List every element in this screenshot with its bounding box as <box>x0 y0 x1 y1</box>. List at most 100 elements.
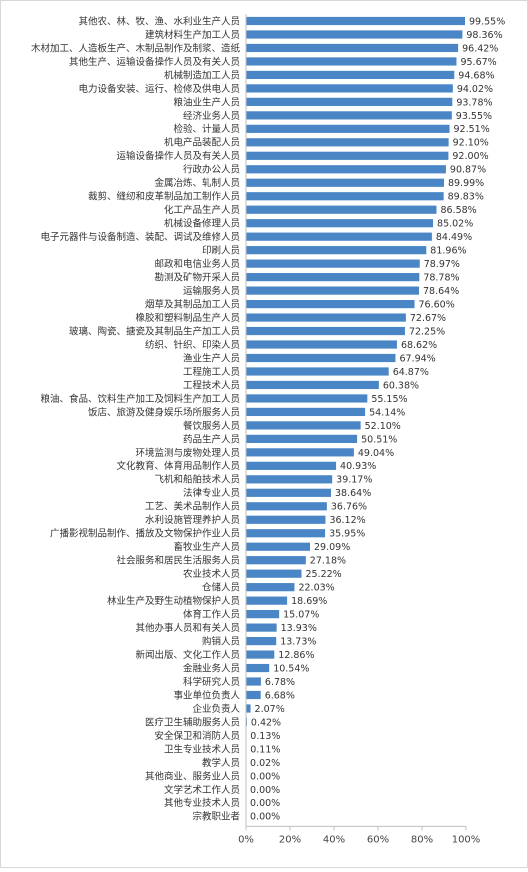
bar <box>246 529 325 537</box>
bar <box>246 677 261 685</box>
category-label: 行政办公人员 <box>183 164 240 176</box>
bar <box>246 543 310 551</box>
bar <box>246 340 397 348</box>
value-label: 93.55% <box>456 111 492 122</box>
bar <box>246 489 331 497</box>
bar <box>246 44 458 52</box>
value-label: 38.64% <box>335 488 371 499</box>
bar <box>246 84 453 92</box>
x-tick-label: 100% <box>452 834 481 845</box>
category-label: 渔业生产人员 <box>183 352 240 364</box>
value-label: 49.04% <box>358 448 394 459</box>
bar <box>246 98 452 106</box>
category-label: 购销人员 <box>202 635 240 647</box>
category-labels: 其他农、林、牧、渔、水利业生产人员建筑材料生产加工人员木材加工、人造板生产、木制… <box>31 15 241 822</box>
value-label: 64.87% <box>393 367 429 378</box>
value-label: 22.03% <box>298 583 334 594</box>
value-label: 6.68% <box>265 690 295 701</box>
category-label: 文化教育、体育用品制作人员 <box>116 460 240 472</box>
bar <box>246 152 448 160</box>
category-label: 其他专业技术人员 <box>164 797 240 809</box>
value-label: 68.62% <box>401 340 437 351</box>
value-label: 90.87% <box>450 165 486 176</box>
value-label: 86.58% <box>440 205 476 216</box>
value-label: 92.51% <box>454 124 490 135</box>
bar <box>246 219 433 227</box>
category-label: 医疗卫生辅助服务人员 <box>145 716 240 728</box>
bar <box>246 30 462 38</box>
category-label: 烟草及其制品加工人员 <box>145 298 240 310</box>
bar <box>246 502 327 510</box>
category-label: 畜牧业生产人员 <box>173 541 240 553</box>
bar <box>246 637 276 645</box>
category-label: 企业负责人 <box>192 703 240 715</box>
value-label: 94.68% <box>458 70 494 81</box>
bar <box>246 125 450 133</box>
value-label: 0.00% <box>250 785 280 796</box>
category-label: 工程施工人员 <box>183 366 240 378</box>
category-label: 建筑材料生产加工人员 <box>145 29 240 41</box>
category-label: 其他办事人员和有关人员 <box>135 622 240 634</box>
value-label: 13.93% <box>281 623 317 634</box>
bar <box>246 664 269 672</box>
category-label: 文学艺术工作人员 <box>164 784 240 796</box>
bar <box>246 570 301 578</box>
value-label: 25.22% <box>305 569 341 580</box>
value-label: 96.42% <box>462 43 498 54</box>
value-label: 89.83% <box>448 192 484 203</box>
x-tick-label: 60% <box>367 834 389 845</box>
value-label: 72.25% <box>409 326 445 337</box>
bar <box>246 435 357 443</box>
value-label: 2.07% <box>255 704 285 715</box>
category-label: 仓储人员 <box>202 582 240 594</box>
category-label: 体育工作人员 <box>183 609 240 621</box>
category-label: 机电产品装配人员 <box>164 137 240 149</box>
bar <box>246 421 361 429</box>
category-label: 新闻出版、文化工作人员 <box>135 649 240 661</box>
bar <box>246 516 325 524</box>
category-label: 科学研究人员 <box>183 676 240 688</box>
bar <box>246 313 406 321</box>
value-label: 13.73% <box>280 636 316 647</box>
value-label: 89.99% <box>448 178 484 189</box>
bar <box>246 462 336 470</box>
value-label: 54.14% <box>369 407 405 418</box>
category-label: 金融业务人员 <box>183 662 240 674</box>
bar <box>246 111 452 119</box>
category-label: 林业生产及野生动植物保护人员 <box>107 595 240 607</box>
value-label: 35.95% <box>329 529 365 540</box>
category-label: 其他商业、服务业人员 <box>145 770 240 782</box>
value-labels: 99.55%98.36%96.42%95.67%94.68%94.02%93.7… <box>250 16 505 822</box>
category-label: 电力设备安装、运行、检修及供电人员 <box>78 83 240 95</box>
value-label: 0.11% <box>250 744 280 755</box>
category-label: 运输设备操作人员及有关人员 <box>116 150 240 162</box>
value-label: 10.54% <box>273 663 309 674</box>
bar <box>246 165 446 173</box>
category-label: 宗教职业者 <box>192 811 240 823</box>
bar <box>246 556 306 564</box>
category-label: 药品生产人员 <box>183 433 240 445</box>
value-label: 72.67% <box>410 313 446 324</box>
category-label: 社会服务和居民生活服务人员 <box>116 555 240 567</box>
category-label: 农业技术人员 <box>183 568 240 580</box>
category-label: 木材加工、人造板生产、木制品制作及制浆、造纸 <box>31 42 241 54</box>
value-label: 78.97% <box>424 259 460 270</box>
value-label: 27.18% <box>310 556 346 567</box>
value-label: 0.00% <box>250 798 280 809</box>
category-label: 机械设备修理人员 <box>164 218 240 230</box>
category-label: 邮政和电信业务人员 <box>154 258 240 270</box>
category-label: 勘测及矿物开采人员 <box>154 272 240 284</box>
category-label: 餐饮服务人员 <box>183 420 240 432</box>
category-label: 粮油业生产人员 <box>173 96 240 108</box>
bar <box>246 273 419 281</box>
bar <box>246 287 419 295</box>
value-label: 0.00% <box>250 771 280 782</box>
value-label: 36.12% <box>329 515 365 526</box>
bar <box>246 17 465 25</box>
bar <box>246 367 389 375</box>
value-label: 67.94% <box>399 353 435 364</box>
value-label: 55.15% <box>371 394 407 405</box>
category-label: 工程技术人员 <box>183 379 240 391</box>
x-tick-label: 0% <box>238 834 254 845</box>
